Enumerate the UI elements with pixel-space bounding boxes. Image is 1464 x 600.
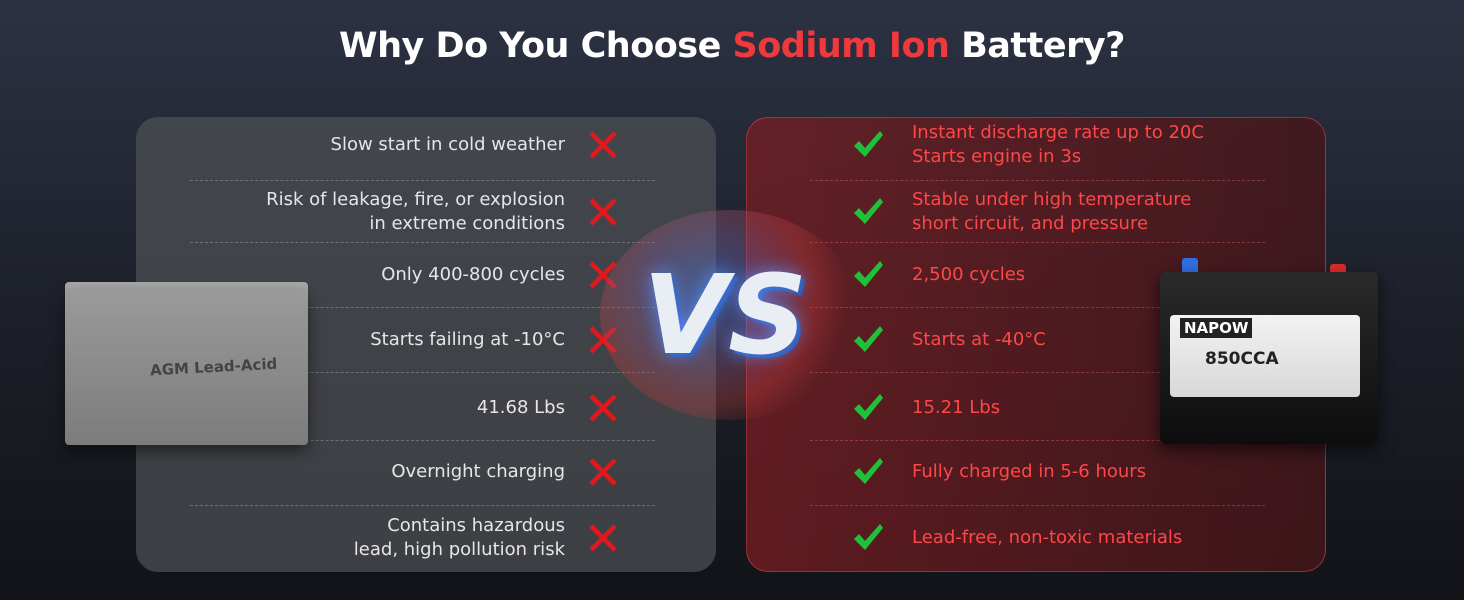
text-line: Fully charged in 5-6 hours	[912, 461, 1147, 482]
drawback-text: Starts failing at -10°C	[145, 328, 565, 352]
title-lead: Why Do You Choose	[339, 26, 721, 66]
text-line: Instant discharge rate up to 20C	[912, 122, 1204, 143]
advantage-text: Lead-free, non-toxic materials	[912, 526, 1292, 550]
title-highlight: Sodium Ion	[732, 26, 950, 66]
page-title: Why Do You Choose Sodium Ion Battery?	[0, 26, 1464, 66]
icon-shape	[854, 131, 883, 157]
separator	[810, 372, 1265, 373]
napow-model: 850CCA	[1205, 349, 1279, 369]
text-line: 2,500 cycles	[912, 264, 1026, 285]
drawback-text: Contains hazardous lead, high pollution r…	[145, 514, 565, 562]
separator	[810, 505, 1265, 506]
check-icon	[854, 394, 883, 420]
icon-shape	[854, 198, 883, 224]
text-line: 41.68 Lbs	[476, 397, 565, 418]
drawback-text: Slow start in cold weather	[145, 133, 565, 157]
icon-shape	[854, 326, 883, 352]
separator	[190, 242, 655, 243]
text-line: Stable under high temperature	[912, 189, 1192, 210]
check-icon	[854, 458, 883, 484]
cross-icon	[589, 458, 617, 486]
text-line: Slow start in cold weather	[330, 134, 565, 155]
check-icon	[854, 198, 883, 224]
drawback-text: 41.68 Lbs	[145, 396, 565, 420]
text-line: Risk of leakage, fire, or explosion	[266, 189, 565, 210]
text-line: Starts engine in 3s	[912, 146, 1082, 167]
advantage-text: 2,500 cycles	[912, 263, 1292, 287]
check-icon	[854, 261, 883, 287]
text-line: lead, high pollution risk	[353, 539, 565, 560]
advantage-text: Stable under high temperature short circu…	[912, 188, 1292, 236]
text-line: Starts at -40°C	[912, 329, 1046, 350]
check-icon	[854, 524, 883, 550]
text-line: in extreme conditions	[369, 213, 565, 234]
text-line: Starts failing at -10°C	[370, 329, 565, 350]
text-line: 15.21 Lbs	[912, 397, 1001, 418]
separator	[810, 440, 1265, 441]
icon-shape	[589, 458, 617, 486]
drawback-text: Only 400-800 cycles	[145, 263, 565, 287]
vs-badge: VS	[642, 251, 808, 379]
agm-battery	[65, 290, 308, 445]
napow-brand: NAPOW	[1180, 318, 1253, 338]
advantage-text: Starts at -40°C	[912, 328, 1292, 352]
title-tail: Battery?	[961, 26, 1125, 66]
separator	[810, 180, 1265, 181]
icon-shape	[854, 458, 883, 484]
separator	[190, 440, 655, 441]
vs-glow	[600, 210, 860, 420]
advantage-text: Instant discharge rate up to 20C Starts e…	[912, 121, 1292, 169]
separator	[810, 307, 1265, 308]
separator	[190, 372, 655, 373]
text-line: Overnight charging	[391, 461, 565, 482]
icon-shape	[589, 131, 617, 159]
separator	[810, 242, 1265, 243]
icon-shape	[854, 524, 883, 550]
separator	[190, 180, 655, 181]
separator	[190, 505, 655, 506]
separator	[190, 307, 655, 308]
check-icon	[854, 326, 883, 352]
icon-shape	[854, 394, 883, 420]
cross-icon	[589, 524, 617, 552]
text-line: Contains hazardous	[387, 515, 565, 536]
advantage-text: 15.21 Lbs	[912, 396, 1292, 420]
check-icon	[854, 131, 883, 157]
text-line: short circuit, and pressure	[912, 213, 1149, 234]
icon-shape	[854, 261, 883, 287]
drawback-text: Risk of leakage, fire, or explosion in ex…	[145, 188, 565, 236]
icon-shape	[589, 394, 617, 422]
cross-icon	[589, 394, 617, 422]
drawback-text: Overnight charging	[145, 460, 565, 484]
cross-icon	[589, 131, 617, 159]
icon-shape	[589, 524, 617, 552]
advantage-text: Fully charged in 5-6 hours	[912, 460, 1292, 484]
text-line: Only 400-800 cycles	[381, 264, 565, 285]
cross-icon	[589, 198, 617, 226]
icon-shape	[589, 198, 617, 226]
text-line: Lead-free, non-toxic materials	[912, 527, 1183, 548]
